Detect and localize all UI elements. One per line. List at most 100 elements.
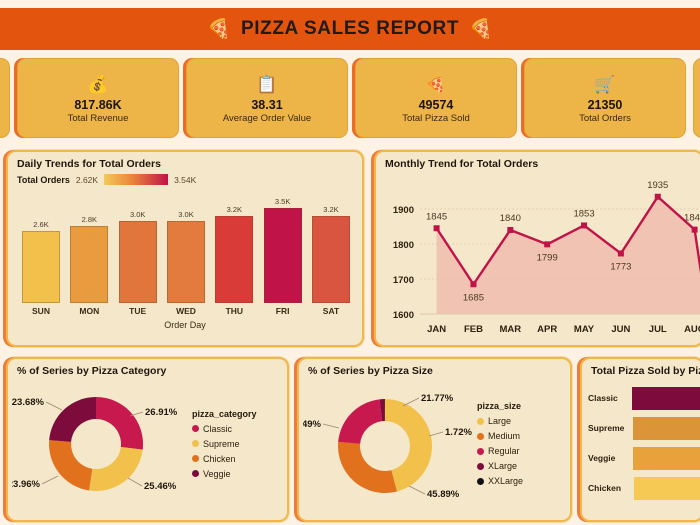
legend-label: Regular [488,446,520,456]
bar-rect[interactable] [215,216,254,303]
table-row[interactable]: Supreme [588,413,700,443]
data-point-marker[interactable] [507,227,514,233]
kpi-card-clipped-left[interactable] [0,58,10,138]
slice-value-label: 21.77% [421,393,454,404]
data-point-label: 1841 [684,213,700,224]
slice-value-label: 23.68% [12,397,45,408]
legend-color-swatch [477,462,484,470]
data-point-marker[interactable] [470,281,477,288]
line-chart-plot-area: 1600 1700 1800 1900 1845 JAN 1685 FEB 1840 MAR 179… [376,172,700,342]
hbar-rect[interactable] [633,416,700,440]
kpi-card-total-pizza-sold[interactable]: 🍕 49574 Total Pizza Sold [355,58,517,138]
legend-item[interactable]: Classic [192,424,257,434]
x-tick-label: FRI [275,306,290,316]
bar-column[interactable]: 2.8K [70,215,109,303]
gradient-scale-bar [104,174,169,185]
legend-item[interactable]: Veggie [192,469,257,479]
kpi-card-total-orders[interactable]: 🛒 21350 Total Orders [524,58,686,138]
legend-item[interactable]: XLarge [477,461,523,471]
bar-value-label: 3.0K [178,210,194,219]
y-tick-label: 1600 [393,310,414,321]
hbar-rect[interactable] [633,446,700,470]
donut-slice[interactable] [49,440,93,491]
hbar-category-label: Chicken [588,483,622,493]
bar-value-label: 2.8K [81,215,98,224]
kpi-label: Total Orders [579,113,631,124]
bar-rect[interactable] [70,226,109,303]
donut-slice[interactable] [96,397,143,450]
donut-slice[interactable] [338,399,383,444]
x-tick-label: WED [176,306,196,316]
bar-rect[interactable] [118,221,157,303]
donut-slice[interactable] [49,397,96,442]
slice-value-label: 23.96% [12,479,41,490]
bar-column[interactable]: 3.5K [263,197,302,303]
donut-slice[interactable] [338,441,398,493]
hbar-category-label: Classic [588,393,618,403]
legend-color-swatch [477,447,484,455]
bar-rect[interactable] [311,216,350,303]
legend-item[interactable]: Medium [477,431,523,441]
slice-value-label: 26.91% [145,407,178,418]
table-row[interactable]: Veggie [588,443,700,473]
kpi-card-clipped-right[interactable] [693,58,700,138]
y-tick-label: 1800 [393,240,414,251]
bar-value-label: 3.5K [274,197,291,206]
kpi-value: 21350 [587,98,623,112]
data-point-marker[interactable] [654,193,661,200]
legend-item[interactable]: XXLarge [477,476,523,486]
panel-monthly-trend: Monthly Trend for Total Orders 1600 1700 1… [374,150,700,347]
legend-item[interactable]: Supreme [192,439,257,449]
bar-chart-plot-area: 2.6K 2.8K 3.0K 3.0K 3.2K 3.5K 3.2K [22,191,350,303]
kpi-value: 38.31 [251,98,283,112]
table-row[interactable]: Chicken [588,473,700,503]
legend-color-swatch [192,455,199,462]
x-tick-label: MAR [499,324,521,335]
data-point-marker[interactable] [691,226,698,233]
kpi-card-total-revenue[interactable]: 💰 817.86K Total Revenue [17,58,179,138]
panel-total-pizza-sold: Total Pizza Sold by Pizz Classic Supreme V… [580,357,700,522]
bar-rect[interactable] [166,221,205,303]
bar-column[interactable]: 3.2K [311,205,350,303]
donut-slice[interactable] [379,399,385,422]
hbar-rect[interactable] [632,386,700,410]
legend-item[interactable]: Chicken [192,454,257,464]
panel-title: Total Pizza Sold by Pizz [591,365,700,377]
data-point-marker[interactable] [544,241,551,248]
x-tick-label: AUG [684,324,700,335]
bar-value-label: 3.2K [323,205,339,214]
data-point-label: 1773 [610,261,631,272]
legend-color-swatch [477,477,484,485]
data-point-marker[interactable] [617,250,624,257]
data-point-marker[interactable] [581,222,588,229]
x-tick-label: TUE [129,306,147,316]
bar-column[interactable]: 3.0K [118,210,157,303]
bar-rect[interactable] [22,231,60,303]
legend-item[interactable]: Large [477,416,523,426]
pizza-icon: 🍕 [425,75,447,94]
donut-slice[interactable] [89,446,143,491]
bar-column[interactable]: 3.2K [215,205,254,303]
table-row[interactable]: Classic [588,383,700,413]
x-tick-label: MAY [574,324,595,335]
x-tick-label: MON [79,306,100,316]
kpi-label: Average Order Value [222,113,312,124]
legend-color-swatch [192,470,199,477]
bar-rect[interactable] [263,208,302,303]
legend-item[interactable]: Regular [477,446,523,456]
bar-column[interactable]: 3.0K [166,210,205,303]
bar-column[interactable]: 2.6K [22,220,60,303]
donut-legend: pizza_category Classic Supreme Chicken Vegg… [190,409,257,484]
data-point-marker[interactable] [433,225,440,232]
slice-value-label: 1.72% [445,427,472,438]
x-tick-label: SUN [32,306,50,316]
donut-slice[interactable] [385,399,432,492]
x-tick-label: JUN [611,324,630,335]
hbar-rect[interactable] [633,476,700,500]
donut-chart-body: 26.91% 25.46% 23.96% 23.68% pizza_category … [8,377,287,515]
data-point-label: 1935 [647,180,668,191]
kpi-card-average-order-value[interactable]: 📋 38.31 Average Order Value [186,58,348,138]
x-tick-label: SAT [322,306,340,316]
x-tick-label: JAN [427,324,446,335]
